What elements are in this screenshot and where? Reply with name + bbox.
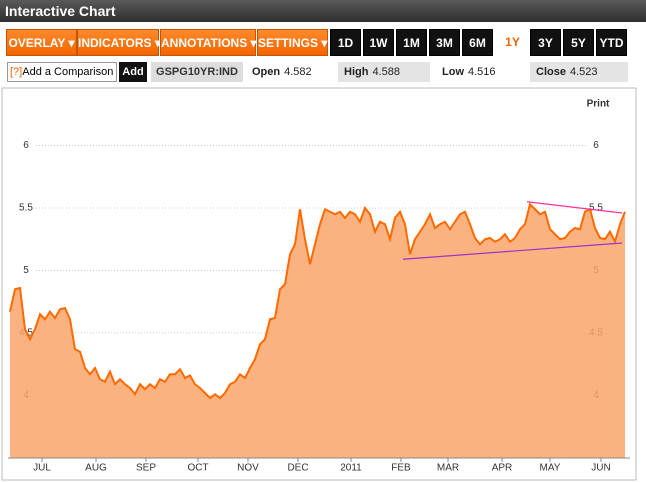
x-tick-label: JUL: [33, 463, 51, 474]
x-tick-label: NOV: [237, 463, 259, 474]
y-tick-label: 6: [23, 140, 29, 151]
quote-label: Low: [442, 66, 464, 78]
quote-value: 4.588: [372, 66, 400, 78]
y-tick-label-right: 5.5: [589, 203, 603, 214]
title-bar: Interactive Chart: [0, 0, 646, 22]
x-tick-label: OCT: [187, 463, 208, 474]
range-button[interactable]: 5Y: [563, 29, 594, 56]
line: [9, 202, 626, 400]
help-icon[interactable]: [?]: [10, 66, 23, 78]
range-button[interactable]: YTD: [596, 29, 627, 56]
y-tick-label-right: 6: [593, 140, 599, 151]
range-button[interactable]: 1M: [396, 29, 427, 56]
x-tick-label: SEP: [136, 463, 156, 474]
quote-field: Open 4.582: [246, 62, 332, 82]
x-tick-label: FEB: [391, 463, 411, 474]
quote-value: 4.582: [284, 66, 312, 78]
quote-value: 4.516: [468, 66, 496, 78]
range-button[interactable]: 1D: [330, 29, 361, 56]
trendline: [526, 201, 623, 214]
quote-label: Open: [252, 66, 281, 78]
menu-button[interactable]: INDICATORS: [77, 29, 159, 56]
range-button[interactable]: 3M: [429, 29, 460, 56]
menu-button[interactable]: SETTINGS: [257, 29, 328, 56]
add-button[interactable]: Add: [119, 62, 147, 82]
range-button[interactable]: 3Y: [530, 29, 561, 56]
placeholder: Add a Comparison: [22, 66, 114, 78]
range-button[interactable]: 1W: [363, 29, 394, 56]
menu-button[interactable]: OVERLAY: [6, 29, 77, 56]
trendline: [402, 242, 623, 260]
x-tick-label: APR: [492, 463, 513, 474]
x-tick-label: MAR: [437, 463, 459, 474]
menu-button[interactable]: ANNOTATIONS: [160, 29, 256, 56]
quote-field: High 4.588: [338, 62, 430, 82]
print-link[interactable]: Print: [587, 99, 610, 110]
quote-label: High: [344, 66, 369, 78]
range-button[interactable]: 6M: [462, 29, 493, 56]
area: [10, 204, 625, 458]
quote-label: Close: [536, 66, 566, 78]
x-tick-label: AUG: [85, 463, 107, 474]
y-tick-label: 5.5: [19, 203, 33, 214]
x-tick-label: 2011: [340, 463, 362, 474]
quote-field: Close 4.523: [530, 62, 628, 82]
quote-field: Low 4.516: [436, 62, 528, 82]
x-tick-label: DEC: [287, 463, 308, 474]
x-tick-label: MAY: [540, 463, 561, 474]
range-button[interactable]: 1Y: [497, 29, 528, 56]
quote-value: 4.523: [569, 66, 598, 78]
x-tick-label: JUN: [591, 463, 610, 474]
symbol: GSPG10YR:IND: [151, 62, 243, 82]
y-tick-label: 5: [23, 265, 29, 276]
comparison-input[interactable]: [?]Add a Comparison: [7, 62, 117, 82]
